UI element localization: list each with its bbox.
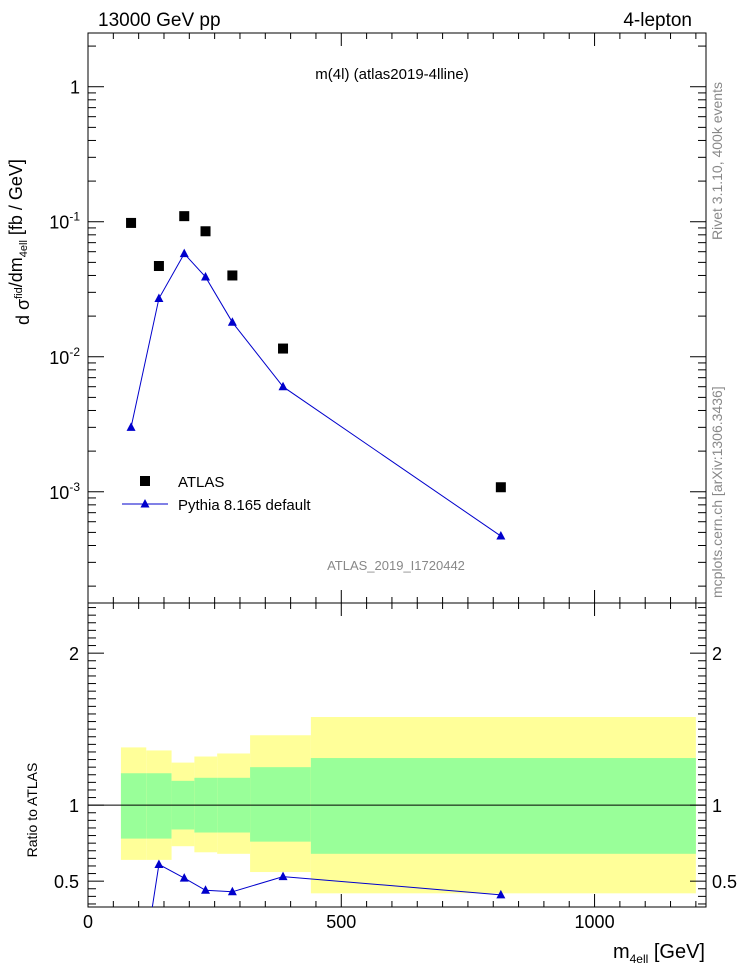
data-point bbox=[227, 317, 237, 326]
data-point bbox=[154, 859, 164, 868]
main-title: m(4l) (atlas2019-4lline) bbox=[315, 66, 468, 83]
data-point bbox=[200, 226, 211, 237]
data-point bbox=[179, 873, 189, 882]
main-panel: 1 10-1 10-2 10-3 ATLAS Pythia 8.165 default bbox=[49, 32, 707, 907]
data-point bbox=[278, 343, 289, 354]
data-point bbox=[496, 531, 506, 540]
ratio-y-tick-label: 1 bbox=[69, 796, 79, 816]
ratio-band-inner bbox=[120, 773, 147, 839]
ratio-y-tick-label: 0.5 bbox=[54, 872, 79, 892]
y-tick-label: 10-1 bbox=[49, 210, 80, 233]
data-point bbox=[179, 211, 190, 222]
main-frame bbox=[87, 32, 707, 604]
x-tick-label: 1000 bbox=[575, 912, 615, 932]
y-tick-label: 1 bbox=[70, 78, 80, 98]
ratio-y-tick-label: 2 bbox=[69, 644, 79, 664]
ratio-frame bbox=[87, 602, 707, 908]
y-tick-label: 10-2 bbox=[49, 345, 80, 368]
ratio-y-tick-label-right: 2 bbox=[712, 644, 722, 664]
data-point bbox=[227, 270, 238, 281]
data-point bbox=[495, 482, 506, 493]
data-point bbox=[227, 886, 237, 896]
main-y-axis-label: d σfid/dm4ell [fb / GeV] bbox=[6, 159, 33, 325]
data-point bbox=[496, 889, 506, 899]
data-point bbox=[201, 885, 211, 894]
header-right: 4-lepton bbox=[623, 10, 692, 31]
data-point bbox=[126, 217, 137, 228]
series-line-pythia bbox=[130, 252, 502, 537]
x-axis-label: m4ell [GeV] bbox=[613, 941, 705, 966]
data-point bbox=[126, 422, 136, 431]
data-point bbox=[278, 871, 288, 881]
data-point bbox=[153, 261, 164, 272]
ratio-band-inner bbox=[146, 773, 172, 839]
data-point bbox=[201, 271, 211, 281]
ratio-y-tick-label-right: 0.5 bbox=[712, 872, 737, 892]
data-point bbox=[140, 476, 150, 486]
y-tick-label: 10-3 bbox=[49, 480, 80, 503]
side-label-source: mcplots.cern.ch [arXiv:1306.3436] bbox=[709, 386, 725, 598]
header-left: 13000 GeV pp bbox=[98, 10, 221, 31]
data-point bbox=[140, 499, 150, 508]
side-label-rivet: Rivet 3.1.10, 400k events bbox=[709, 82, 725, 240]
ratio-band-inner bbox=[310, 758, 696, 854]
ratio-band-inner bbox=[250, 767, 311, 842]
legend-label-atlas: ATLAS bbox=[178, 474, 224, 491]
data-point bbox=[179, 248, 189, 258]
legend-label-pythia: Pythia 8.165 default bbox=[178, 497, 311, 514]
data-point bbox=[278, 381, 288, 391]
ratio-y-axis-label: Ratio to ATLAS bbox=[24, 763, 40, 858]
ratio-y-tick-label-right: 1 bbox=[712, 796, 722, 816]
ratio-panel: 0 500 1000 0.5 0.5 1 1 2 2 bbox=[54, 602, 737, 932]
watermark: ATLAS_2019_I1720442 bbox=[327, 558, 465, 573]
x-tick-label: 0 bbox=[83, 912, 93, 932]
data-point bbox=[154, 293, 164, 303]
x-tick-label: 500 bbox=[326, 912, 356, 932]
